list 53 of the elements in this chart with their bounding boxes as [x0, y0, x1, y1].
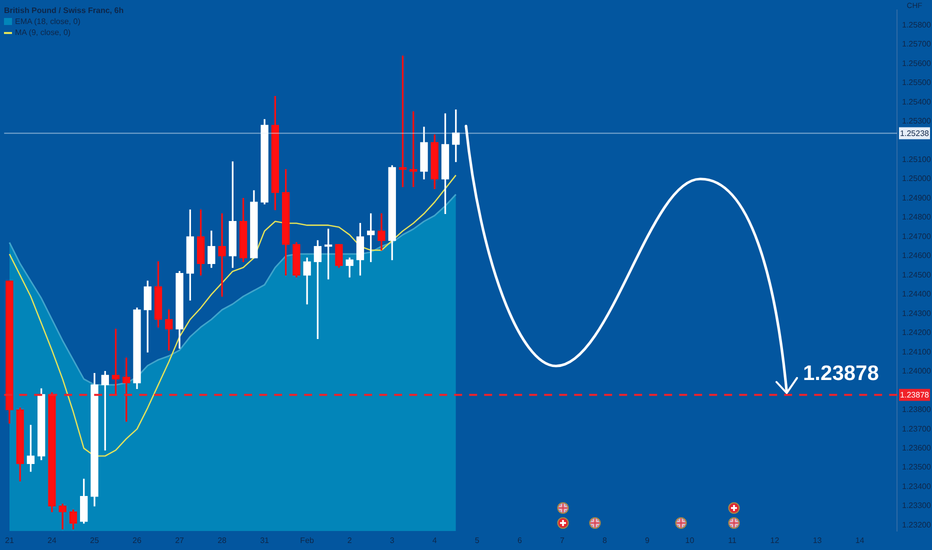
x-tick-label: 6 [517, 536, 522, 546]
y-tick-label: 1.25600 [902, 58, 932, 68]
y-tick-label: 1.24900 [902, 193, 932, 202]
x-tick-label: 21 [4, 536, 14, 546]
y-tick-label: 1.23800 [902, 405, 932, 414]
y-tick-label: 1.24600 [902, 251, 932, 260]
x-tick-label: 26 [132, 536, 142, 546]
legend-label: MA (9, close, 0) [15, 27, 71, 38]
annotation: 1.23878 [803, 362, 880, 385]
y-tick-label: 1.23700 [902, 424, 932, 434]
x-tick-label: 11 [728, 536, 737, 546]
ref-line-label: 1.23878 [900, 390, 930, 400]
x-tick-label: 7 [560, 536, 565, 546]
x-tick-label: 10 [685, 536, 695, 546]
x-tick-label: 24 [48, 536, 57, 546]
x-tick-label: 25 [90, 536, 100, 546]
x-tick-label: 8 [602, 536, 608, 546]
y-tick-label: 1.25400 [902, 97, 932, 106]
x-tick-label: 13 [812, 536, 822, 546]
x-tick-label: 28 [218, 536, 228, 546]
y-tick-label: 1.24300 [902, 308, 932, 318]
y-tick-label: 1.23600 [902, 444, 932, 453]
legend-label: EMA (18, close, 0) [15, 16, 80, 27]
x-tick-label: 2 [347, 536, 352, 546]
x-tick-label: 5 [474, 536, 480, 546]
x-tick-label: 3 [390, 536, 395, 546]
x-tick-label: 14 [855, 536, 865, 546]
y-tick-label: 1.24200 [902, 328, 932, 338]
x-tick-label: 12 [770, 536, 780, 546]
y-tick-label: 1.25100 [902, 155, 932, 164]
x-tick-label: 31 [260, 536, 270, 546]
x-tick-label: 4 [432, 536, 438, 546]
ref-line-label: 1.25238 [900, 128, 930, 138]
y-tick-label: 1.24500 [902, 270, 932, 280]
y-tick-label: 1.23500 [902, 462, 932, 472]
y-tick-label: 1.24100 [902, 347, 932, 356]
y-tick-label: 1.23200 [902, 520, 932, 530]
x-tick-label: Feb [300, 536, 315, 546]
y-tick-label: 1.23400 [902, 482, 932, 491]
candlestick [218, 213, 226, 297]
chart-title: British Pound / Swiss Franc, 6h [4, 5, 124, 16]
y-tick-label: 1.25000 [902, 174, 932, 184]
x-tick-label: 9 [644, 536, 650, 546]
y-tick-label: 1.24700 [902, 232, 932, 241]
y-tick-label: 1.25300 [902, 116, 932, 126]
y-tick-label: 1.25500 [902, 78, 932, 88]
y-tick-label: 1.24000 [902, 366, 932, 376]
y-tick-label: 1.24800 [902, 212, 932, 222]
y-tick-label: 1.25800 [902, 20, 932, 30]
x-tick-label: 27 [175, 536, 185, 546]
y-tick-label: 1.25700 [902, 40, 932, 49]
y-tick-label: 1.23300 [902, 501, 932, 510]
y-tick-label: 1.24400 [902, 290, 932, 299]
